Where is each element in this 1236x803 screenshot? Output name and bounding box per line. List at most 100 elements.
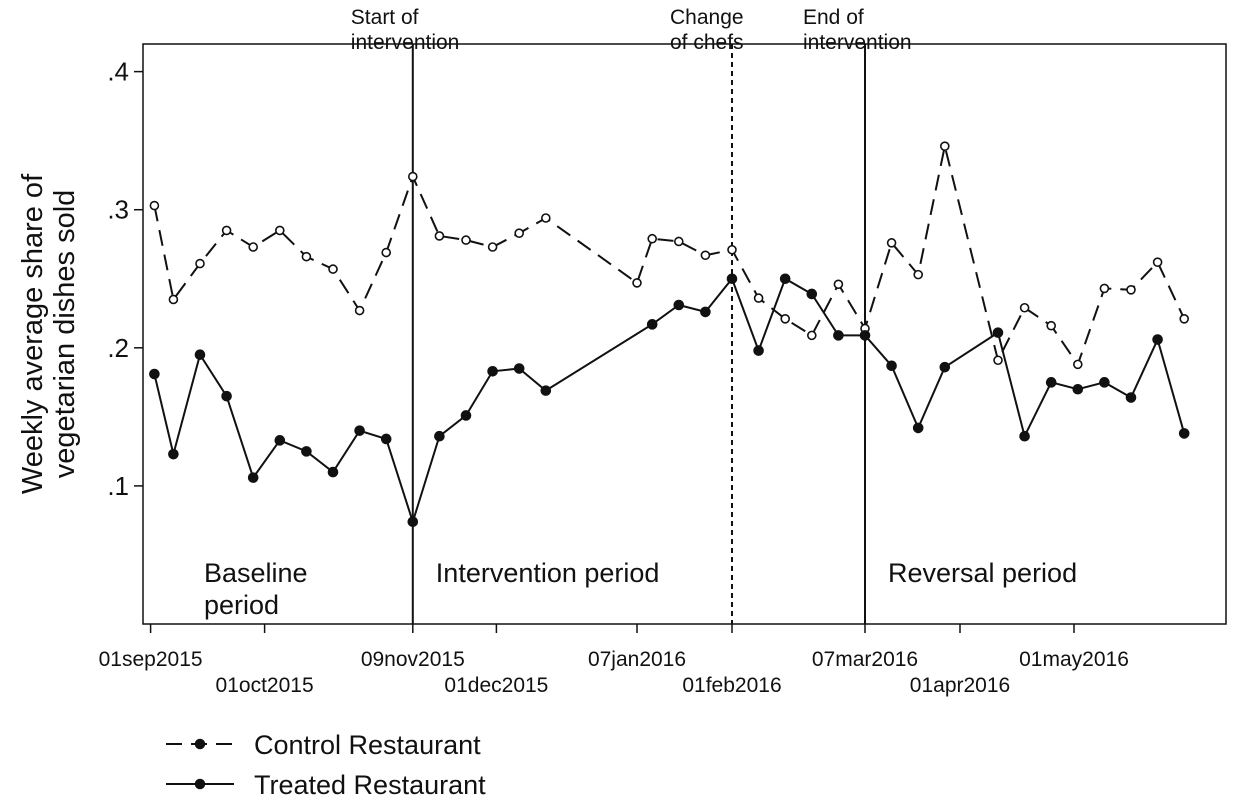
period-label: period — [204, 590, 279, 620]
treated-data-point — [274, 435, 286, 446]
treated-data-point — [912, 422, 924, 434]
treated-data-point — [992, 327, 1004, 338]
treated-data-point — [1019, 430, 1030, 442]
event-label: End of — [803, 6, 864, 29]
control-data-point — [407, 171, 418, 182]
control-data-point — [1046, 320, 1056, 331]
control-data-point — [700, 250, 711, 261]
x-tick-label: 07mar2016 — [812, 648, 918, 671]
treated-data-point — [194, 349, 206, 361]
y-tick-label: .2 — [107, 333, 129, 363]
x-tick-label: 09nov2015 — [361, 648, 465, 671]
treated-data-point — [434, 430, 445, 442]
treated-data-point — [540, 385, 552, 396]
x-tick-label: 07jan2016 — [588, 648, 686, 671]
period-label: Baseline — [204, 558, 308, 588]
control-data-point — [328, 264, 338, 274]
control-data-point — [913, 269, 924, 280]
treated-data-point — [301, 446, 312, 457]
control-data-point — [1019, 302, 1030, 313]
x-tick-label: 01sep2015 — [99, 648, 203, 671]
y-tick-label: .4 — [107, 57, 129, 87]
control-data-point — [1073, 359, 1083, 370]
y-tick-label: .1 — [107, 471, 129, 501]
control-data-point — [886, 238, 897, 248]
treated-data-point — [1099, 377, 1110, 388]
treated-data-point — [460, 410, 472, 421]
event-label: Change — [670, 6, 744, 29]
legend-swatch-marker — [194, 738, 206, 750]
treated-data-point — [886, 360, 897, 372]
treated-data-point — [859, 330, 871, 341]
treated-data-point — [806, 288, 818, 300]
control-data-point — [195, 258, 205, 269]
treated-data-point — [407, 516, 419, 528]
control-data-point — [274, 225, 285, 236]
x-tick-label: 01dec2015 — [444, 674, 548, 697]
treated-data-point — [1045, 377, 1057, 388]
control-data-point — [1179, 314, 1189, 324]
treated-data-point — [149, 368, 160, 380]
legend-swatch-marker — [194, 778, 206, 790]
treated-data-point — [753, 345, 764, 356]
treated-data-point — [168, 448, 179, 460]
control-data-point — [168, 294, 179, 305]
control-data-point — [487, 242, 498, 252]
control-data-point — [647, 233, 658, 244]
plot-frame — [142, 43, 1227, 625]
control-data-point — [1126, 285, 1136, 295]
treated-data-point — [1072, 383, 1084, 395]
event-label: intervention — [351, 31, 460, 54]
control-data-point — [149, 200, 160, 211]
legend-label: Control Restaurant — [254, 730, 481, 760]
control-data-point — [434, 231, 445, 241]
control-data-point — [993, 355, 1003, 366]
control-data-point — [939, 141, 950, 151]
treated-data-point — [939, 361, 951, 373]
control-data-point — [540, 213, 551, 223]
treated-data-point — [1178, 428, 1190, 439]
control-data-point — [301, 251, 312, 262]
treated-data-point — [513, 363, 525, 374]
event-label: intervention — [803, 31, 912, 54]
treated-data-point — [646, 319, 658, 330]
treated-data-point — [700, 306, 711, 318]
treated-data-point — [779, 273, 791, 285]
treated-data-point — [1125, 392, 1137, 403]
treated-data-point — [833, 330, 844, 341]
x-tick-label: 01oct2015 — [216, 674, 314, 697]
control-data-point — [514, 228, 525, 238]
control-data-point — [753, 293, 764, 303]
treated-data-point — [726, 273, 738, 285]
treated-data-point — [380, 433, 392, 445]
control-data-point — [780, 314, 791, 324]
x-tick-label: 01apr2016 — [910, 674, 1010, 697]
control-data-point — [381, 247, 392, 258]
treated-data-point — [221, 390, 232, 402]
control-data-point — [673, 236, 684, 247]
control-data-point — [221, 225, 232, 236]
event-label: of chefs — [670, 31, 744, 54]
x-tick-label: 01feb2016 — [682, 674, 781, 697]
treated-data-point — [1152, 334, 1163, 345]
y-axis-label-line-2: vegetarian dishes sold — [49, 190, 81, 479]
control-data-point — [1099, 283, 1110, 294]
control-data-point — [806, 330, 817, 341]
y-tick-label: .3 — [107, 195, 129, 225]
period-label: Intervention period — [436, 558, 660, 588]
y-axis-label-line-1: Weekly average share of — [17, 173, 49, 494]
treated-data-point — [327, 466, 339, 478]
treated-data-point — [247, 472, 259, 483]
treated-data-point — [673, 299, 685, 311]
x-tick-label: 01may2016 — [1019, 648, 1129, 671]
treated-data-point — [487, 365, 498, 377]
treated-series-line — [153, 276, 1186, 526]
control-data-point — [833, 279, 844, 290]
control-data-point — [248, 242, 258, 252]
treated-data-point — [354, 425, 365, 436]
event-label: Start of — [351, 6, 419, 29]
control-data-point — [727, 244, 737, 255]
control-data-point — [1152, 257, 1163, 267]
legend-label: Treated Restaurant — [254, 770, 486, 800]
